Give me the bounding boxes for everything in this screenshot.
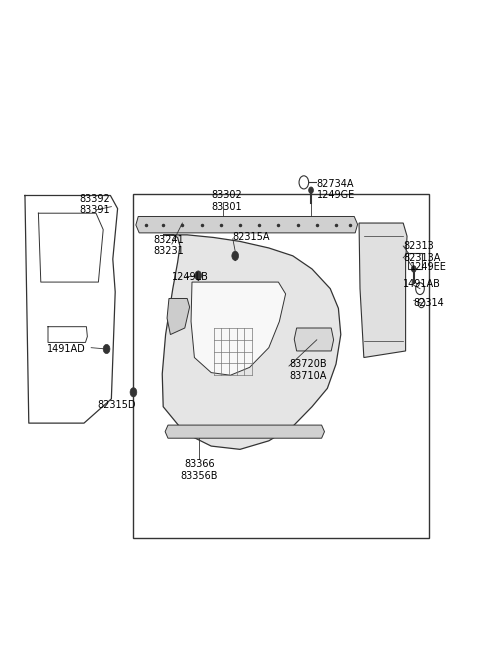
Polygon shape [359, 223, 407, 358]
Text: 83241
83231: 83241 83231 [154, 235, 184, 256]
Text: 1491AD: 1491AD [47, 344, 86, 354]
Polygon shape [165, 425, 324, 438]
Polygon shape [191, 282, 286, 375]
Text: 82314: 82314 [414, 298, 444, 308]
Circle shape [103, 344, 110, 354]
Text: 83392
83391: 83392 83391 [79, 194, 110, 215]
Text: 82315D: 82315D [97, 400, 135, 410]
Circle shape [309, 187, 313, 194]
Polygon shape [162, 235, 341, 449]
Text: 1249EE: 1249EE [410, 262, 447, 272]
Text: 82313: 82313 [403, 241, 434, 251]
Bar [408, 253, 422, 269]
Polygon shape [294, 328, 334, 351]
Text: 83720B
83710A: 83720B 83710A [289, 359, 326, 381]
Text: 82734A: 82734A [317, 179, 354, 189]
Text: 82313A: 82313A [403, 253, 441, 262]
Text: 82315A: 82315A [233, 232, 270, 242]
Bar [133, 194, 429, 538]
Text: 83366
83356B: 83366 83356B [180, 459, 218, 481]
Circle shape [411, 266, 416, 272]
Text: 1249GE: 1249GE [317, 190, 355, 200]
Polygon shape [136, 216, 358, 233]
Text: 1249LB: 1249LB [172, 272, 209, 282]
Polygon shape [167, 298, 190, 335]
Text: 1491AB: 1491AB [403, 279, 441, 289]
Circle shape [232, 251, 239, 260]
Text: 83302
83301: 83302 83301 [211, 190, 242, 212]
Circle shape [130, 388, 137, 397]
Circle shape [195, 271, 202, 280]
